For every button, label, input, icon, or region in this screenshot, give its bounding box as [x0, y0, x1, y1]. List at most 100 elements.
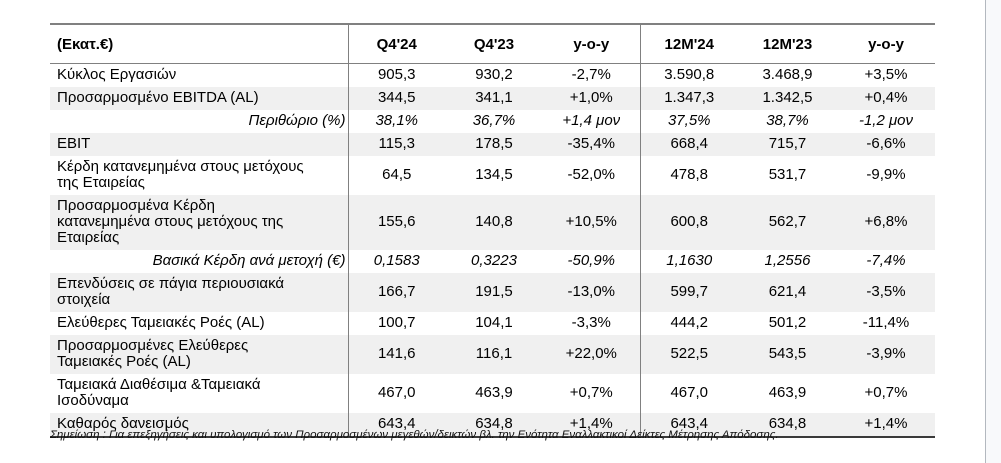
value-cell: 191,5: [475, 283, 513, 300]
value-cell: -11,4%: [862, 314, 910, 331]
value-cell: 178,5: [475, 135, 513, 152]
value-cell: +0,7%: [864, 384, 908, 401]
value-cell: 463,9: [768, 384, 807, 401]
value-cell: -7,4%: [866, 252, 906, 269]
value-cell: -50,9%: [543, 250, 641, 273]
table-row: EBIT 115,3 178,5 -35,4% 668,4 715,7 -6,6%: [50, 133, 935, 156]
value-cell: 562,7: [768, 213, 807, 230]
value-cell: -2,7%: [543, 63, 641, 87]
row-label: Ταμειακά Διαθέσιμα &Ταμειακά Ισοδύναμα: [50, 374, 349, 413]
value-cell: 344,5: [377, 89, 416, 106]
row-label: Επενδύσεις σε πάγια περιουσιακά στοιχεία: [50, 273, 349, 312]
value-cell: -6,6%: [866, 135, 906, 152]
table-row: Κέρδη κατανεμημένα στους μετόχους της Ετ…: [50, 156, 935, 195]
table-row: Ελεύθερες Ταμειακές Ροές (AL) 100,7 104,1 -…: [50, 312, 935, 335]
value-cell: 134,5: [475, 166, 513, 183]
value-cell: 38,1%: [375, 112, 419, 129]
column-header-q4-23: Q4'23: [445, 23, 543, 64]
value-cell: 140,8: [475, 213, 513, 230]
value-cell: 1,1630: [666, 252, 713, 269]
table-row: Καθαρός δανεισμός 643,4 634,8 +1,4% 643,4 634…: [50, 413, 935, 438]
value-cell: +0,7%: [543, 374, 641, 413]
value-cell: 104,1: [475, 314, 513, 331]
value-cell: 0,1583: [373, 252, 420, 269]
value-cell: 643,4: [348, 413, 445, 438]
value-cell: 522,5: [670, 345, 709, 362]
table-row: Προσαρμοσμένα Κέρδη κατανεμημένα στους μ…: [50, 195, 935, 250]
value-cell: 1,2556: [764, 252, 811, 269]
table-row: Επενδύσεις σε πάγια περιουσιακά στοιχεία…: [50, 273, 935, 312]
row-label: Βασικά Κέρδη ανά μετοχή (€): [50, 250, 349, 273]
value-cell: 100,7: [377, 314, 416, 331]
value-cell: +0,4%: [864, 89, 908, 106]
footnote: Σημείωση : Για επεξηγήσεις και υπολογισμ…: [50, 429, 779, 441]
value-cell: +22,0%: [543, 335, 641, 374]
value-cell: 930,2: [475, 66, 513, 83]
value-cell: 905,3: [377, 66, 416, 83]
row-label: Καθαρός δανεισμός: [50, 413, 349, 438]
value-cell: 463,9: [475, 384, 513, 401]
table-row: Ταμειακά Διαθέσιμα &Ταμειακά Ισοδύναμα 46…: [50, 374, 935, 413]
value-cell: 643,4: [640, 413, 738, 438]
value-cell: 467,0: [670, 384, 709, 401]
value-cell: +6,8%: [864, 213, 908, 230]
value-cell: 668,4: [670, 135, 709, 152]
unit-header-cell: (Εκατ.€): [50, 23, 349, 64]
value-cell: 444,2: [670, 314, 709, 331]
value-cell: 634,8: [738, 413, 837, 438]
table-row: Βασικά Κέρδη ανά μετοχή (€) 0,1583 0,3223 -…: [50, 250, 935, 273]
value-cell: +1,4%: [837, 413, 935, 438]
value-cell: 141,6: [377, 345, 416, 362]
value-cell: 1.342,5: [762, 89, 813, 106]
value-cell: -3,9%: [866, 345, 906, 362]
value-cell: 1.347,3: [664, 89, 715, 106]
row-label: Προσαρμοσμένο EBITDA (AL): [50, 87, 349, 110]
row-label: Προσαρμοσμένες Ελεύθερες Ταμειακές Ροές …: [50, 335, 349, 374]
table-header-row: (Εκατ.€) Q4'24 Q4'23 y-o-y 12M'24 12M'23…: [50, 23, 935, 64]
column-header-q4-24: Q4'24: [348, 23, 445, 64]
right-gutter: [986, 0, 1001, 463]
row-label: EBIT: [50, 133, 349, 156]
value-cell: +1,4 μον: [543, 110, 641, 133]
value-cell: 599,7: [670, 283, 709, 300]
value-cell: +10,5%: [543, 195, 641, 250]
value-cell: 115,3: [378, 135, 415, 152]
value-cell: 3.468,9: [762, 66, 813, 83]
value-cell: 478,8: [670, 166, 709, 183]
row-label: Προσαρμοσμένα Κέρδη κατανεμημένα στους μ…: [50, 195, 349, 250]
value-cell: 543,5: [768, 345, 807, 362]
row-label: Ελεύθερες Ταμειακές Ροές (AL): [50, 312, 349, 335]
value-cell: -3,5%: [866, 283, 906, 300]
column-header-yoy-12m: y-o-y: [837, 23, 935, 64]
value-cell: 600,8: [670, 213, 709, 230]
row-label: Περιθώριο (%): [50, 110, 349, 133]
page-edge-divider: [985, 0, 986, 463]
value-cell: 166,7: [377, 283, 416, 300]
value-cell: 38,7%: [766, 112, 809, 129]
value-cell: +1,0%: [543, 87, 641, 110]
table-row: Κύκλος Εργασιών 905,3 930,2 -2,7% 3.590,8 3.4…: [50, 63, 935, 87]
value-cell: 0,3223: [471, 252, 517, 269]
column-header-12m-23: 12M'23: [738, 23, 837, 64]
value-cell: -52,0%: [543, 156, 641, 195]
table-row: Περιθώριο (%) 38,1% 36,7% +1,4 μον 37,5% 38,7…: [50, 110, 935, 133]
value-cell: 467,0: [377, 384, 416, 401]
column-header-yoy-q4: y-o-y: [543, 23, 641, 64]
value-cell: 715,7: [768, 135, 807, 152]
financial-results-table-container: (Εκατ.€) Q4'24 Q4'23 y-o-y 12M'24 12M'23…: [50, 23, 935, 438]
value-cell: +3,5%: [864, 66, 908, 83]
value-cell: 531,7: [768, 166, 807, 183]
table-row: Προσαρμοσμένες Ελεύθερες Ταμειακές Ροές …: [50, 335, 935, 374]
value-cell: -1,2 μον: [858, 112, 914, 129]
value-cell: -13,0%: [543, 273, 641, 312]
value-cell: 634,8: [445, 413, 543, 438]
financial-results-table: (Εκατ.€) Q4'24 Q4'23 y-o-y 12M'24 12M'23…: [50, 23, 935, 438]
row-label: Κέρδη κατανεμημένα στους μετόχους της Ετ…: [50, 156, 349, 195]
value-cell: 64,5: [382, 166, 412, 183]
value-cell: 116,1: [475, 345, 513, 362]
value-cell: 155,6: [377, 213, 416, 230]
value-cell: 341,1: [475, 89, 513, 106]
table-body: Κύκλος Εργασιών 905,3 930,2 -2,7% 3.590,8 3.4…: [50, 63, 935, 438]
value-cell: 3.590,8: [664, 66, 715, 83]
